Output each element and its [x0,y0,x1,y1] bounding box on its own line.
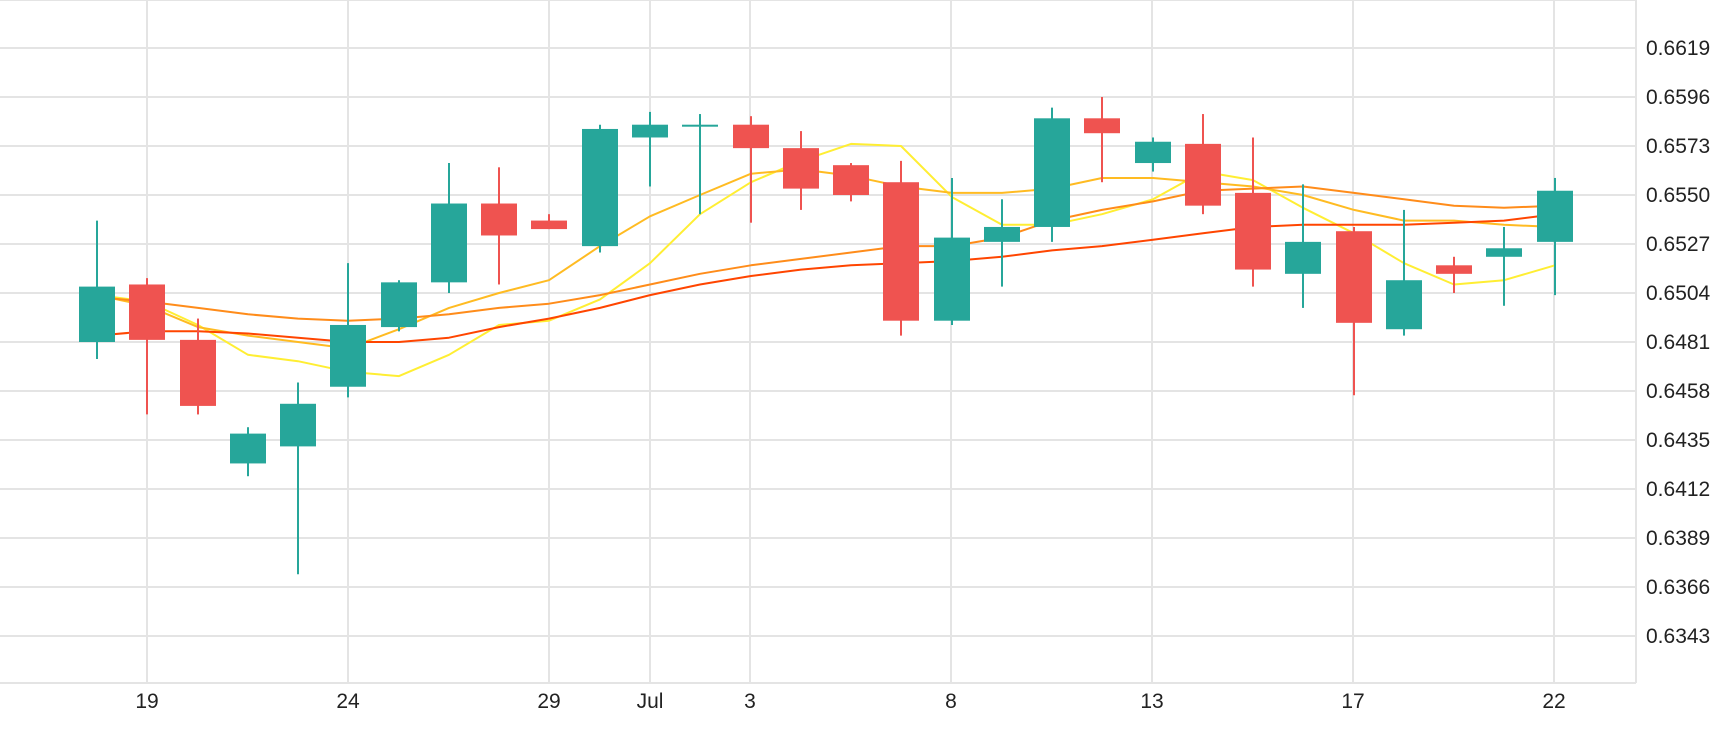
candle-body [481,203,517,236]
candle-up [330,263,366,398]
x-tick-label: 29 [537,690,560,713]
x-tick-label: 17 [1341,690,1364,713]
candle-up [682,114,718,215]
candle-body [531,220,567,230]
y-tick-label: 0.6458 [1646,380,1710,403]
x-tick-label: 24 [336,690,360,713]
candle-body [280,403,316,447]
candle-body [883,182,919,321]
x-tick-label: 19 [135,690,158,713]
candle-up [79,220,115,360]
candle-up [1034,107,1070,242]
candle-down [1436,256,1472,293]
candle-body [984,226,1020,242]
candle-body [1486,248,1522,257]
candle-body [1084,118,1120,134]
candle-up [582,124,618,253]
candle-body [330,324,366,387]
candles [79,97,1573,575]
grid-lines [0,0,1637,684]
candle-body [1185,143,1221,206]
candle-up [1285,184,1321,308]
candle-down [1336,226,1372,396]
candle-body [129,284,165,340]
x-axis-tick-labels: 19 24 29 Jul 3 8 13 17 22 [135,690,1565,713]
ma-series-line-3 [96,185,1556,322]
candle-body [79,286,115,342]
y-tick-label: 0.6573 [1646,135,1710,158]
candle-down [1084,97,1120,183]
candle-body [381,282,417,328]
candle-up [984,199,1020,287]
y-tick-label: 0.6596 [1646,86,1710,109]
y-tick-label: 0.6389 [1646,527,1710,550]
candle-body [733,124,769,149]
candle-down [733,116,769,223]
candle-up [1537,177,1573,296]
candle-body [1034,118,1070,227]
y-tick-label: 0.6481 [1646,331,1710,354]
candle-down [129,278,165,415]
y-tick-label: 0.6412 [1646,478,1710,501]
candle-body [632,124,668,138]
candle-up [934,177,970,325]
x-tick-label: Jul [637,690,664,713]
candle-body [1235,192,1271,270]
candle-down [180,318,216,415]
candle-up [632,111,668,187]
candle-up [280,382,316,575]
candle-body [431,203,467,283]
y-tick-label: 0.6343 [1646,625,1710,648]
candle-down [833,163,869,202]
candle-body [1285,241,1321,274]
candle-down [783,131,819,210]
candle-down [481,167,517,285]
candle-body [1336,231,1372,323]
candle-down [1185,114,1221,215]
candle-up [1486,226,1522,306]
x-tick-label: 8 [945,690,957,713]
candle-body [582,128,618,247]
candle-body [1436,265,1472,274]
candle-down [1235,137,1271,287]
candle-up [381,280,417,332]
y-tick-label: 0.6619 [1646,37,1710,60]
candle-down [883,160,919,336]
y-axis-tick-labels: 0.6619 0.6596 0.6573 0.6550 0.6527 0.6504 0.64… [1646,37,1711,648]
candle-body [783,148,819,189]
candle-body [682,124,718,127]
y-tick-label: 0.6550 [1646,184,1710,207]
x-tick-label: 3 [744,690,756,713]
candle-body [1135,141,1171,164]
candle-up [1135,137,1171,172]
candle-body [1386,280,1422,330]
candle-body [1537,190,1573,242]
y-tick-label: 0.6527 [1646,233,1710,256]
y-tick-label: 0.6435 [1646,429,1710,452]
y-tick-label: 0.6366 [1646,576,1710,599]
candle-body [833,165,869,195]
candle-up [230,427,266,477]
x-tick-label: 13 [1140,690,1163,713]
candle-up [431,163,467,293]
candle-body [934,237,970,321]
candle-body [180,339,216,406]
y-tick-label: 0.6504 [1646,282,1711,305]
candle-down [531,214,567,230]
candle-up [1386,209,1422,336]
x-tick-label: 22 [1542,690,1565,713]
candle-body [230,433,266,464]
